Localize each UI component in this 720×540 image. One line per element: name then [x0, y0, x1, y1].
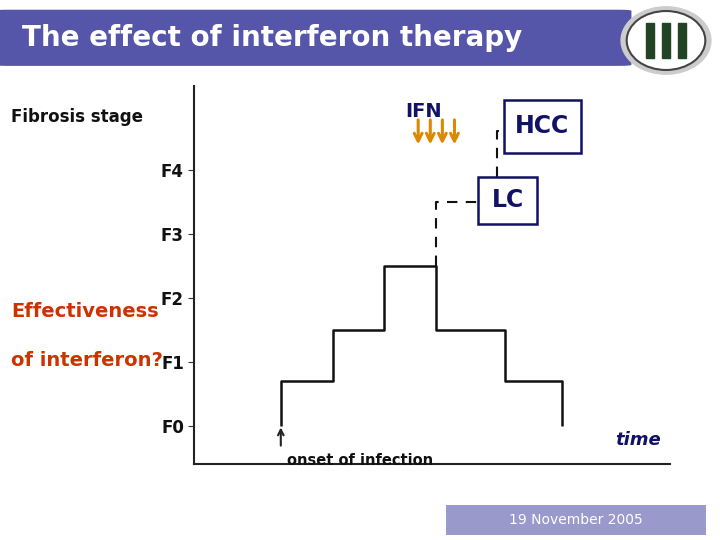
Circle shape	[626, 11, 706, 70]
Text: 19 November 2005: 19 November 2005	[509, 513, 643, 526]
FancyBboxPatch shape	[0, 10, 631, 66]
Text: LC: LC	[492, 188, 523, 212]
Text: onset of infection: onset of infection	[287, 453, 433, 468]
Text: The effect of interferon therapy: The effect of interferon therapy	[22, 24, 523, 52]
Text: of interferon?: of interferon?	[11, 351, 163, 370]
Bar	[647, 23, 654, 58]
FancyBboxPatch shape	[478, 177, 537, 224]
FancyBboxPatch shape	[433, 503, 719, 536]
Text: HCC: HCC	[515, 114, 570, 138]
Text: Fibrosis stage: Fibrosis stage	[11, 108, 143, 126]
Circle shape	[621, 7, 711, 74]
FancyBboxPatch shape	[504, 100, 580, 153]
Text: IFN: IFN	[405, 103, 441, 122]
Text: Effectiveness: Effectiveness	[11, 302, 158, 321]
Text: time: time	[615, 431, 661, 449]
Bar	[662, 23, 670, 58]
Bar	[678, 23, 685, 58]
